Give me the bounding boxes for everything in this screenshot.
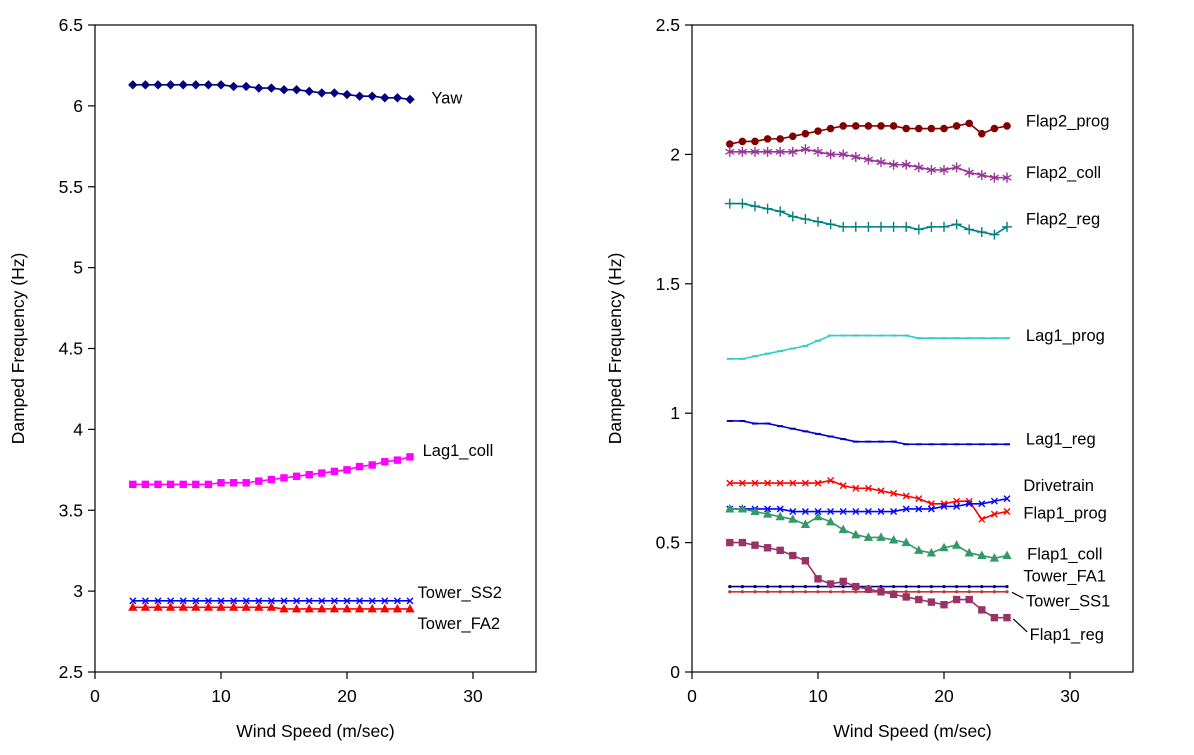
y-tick-label: 0.5 xyxy=(656,533,680,553)
y-tick-label: 0 xyxy=(670,662,680,682)
y-tick-label: 5.5 xyxy=(59,177,83,197)
y-tick-label: 1 xyxy=(670,403,680,423)
x-axis-title: Wind Speed (m/sec) xyxy=(833,721,992,741)
series-label-Drivetrain: Drivetrain xyxy=(1023,477,1094,495)
series-label-Tower_SS1: Tower_SS1 xyxy=(1026,592,1110,610)
series-label-Tower_SS2: Tower_SS2 xyxy=(418,584,502,602)
series-line-Flap1_reg xyxy=(729,541,1007,619)
x-tick-label: 10 xyxy=(211,686,231,706)
series-label-Flap2_prog: Flap2_prog xyxy=(1026,112,1109,130)
y-tick-label: 6 xyxy=(73,96,83,116)
y-tick-label: 4.5 xyxy=(59,339,83,359)
series-Tower_SS2: Tower_SS2 xyxy=(129,584,502,605)
right-chart-svg: 0 10 20 30 0 0.5 1 1.5 2 2.5 Wind Speed (m/sec) Dam… xyxy=(605,15,1134,741)
series-Tower_FA2: Tower_FA2 xyxy=(128,602,501,633)
series-label-Flap2_reg: Flap2_reg xyxy=(1026,211,1100,229)
y-axis-title: Damped Frequency (Hz) xyxy=(605,253,625,445)
y-tick-label: 6.5 xyxy=(59,15,83,35)
y-axis: 0 0.5 1 1.5 2 2.5 xyxy=(656,15,692,682)
series-label-Flap2_coll: Flap2_coll xyxy=(1026,164,1101,182)
y-tick-label: 3 xyxy=(73,581,83,601)
series-Tower_SS1: Tower_SS1 xyxy=(728,590,1110,610)
series-Lag1_coll: Lag1_coll xyxy=(129,442,494,489)
x-tick-label: 20 xyxy=(337,686,357,706)
series-label-Lag1_prog: Lag1_prog xyxy=(1026,327,1105,345)
series-line-Drivetrain xyxy=(729,479,1008,521)
y-tick-label: 4 xyxy=(73,419,83,439)
y-tick-label: 2.5 xyxy=(59,662,83,682)
right-chart: 0 10 20 30 0 0.5 1 1.5 2 2.5 Wind Speed (m/sec) Dam… xyxy=(597,0,1194,750)
series-label-leader-Tower_SS1 xyxy=(1011,591,1024,599)
series-label-leader-Flap1_reg xyxy=(1012,618,1028,633)
y-tick-label: 3.5 xyxy=(59,500,83,520)
series-Lag1_prog: Lag1_prog xyxy=(726,327,1105,360)
series-Flap2_coll: Flap2_coll xyxy=(725,144,1101,183)
y-axis-title: Damped Frequency (Hz) xyxy=(8,253,28,445)
left-chart: 0 10 20 30 2.5 3 3.5 4 4.5 5 5.5 6 6.5 Wind Speed (m/… xyxy=(0,0,597,750)
x-tick-label: 20 xyxy=(934,686,954,706)
y-axis: 2.5 3 3.5 4 4.5 5 5.5 6 6.5 xyxy=(59,15,95,682)
left-chart-svg: 0 10 20 30 2.5 3 3.5 4 4.5 5 5.5 6 6.5 Wind Speed (m/… xyxy=(8,15,537,741)
series-Flap1_reg: Flap1_reg xyxy=(726,538,1104,644)
x-tick-label: 10 xyxy=(808,686,828,706)
y-tick-label: 2.5 xyxy=(656,15,680,35)
y-tick-label: 2 xyxy=(670,144,680,164)
series-Yaw: Yaw xyxy=(128,80,462,107)
series-label-Flap1_reg: Flap1_reg xyxy=(1030,626,1104,644)
plot-area-border xyxy=(94,24,537,673)
series-label-Flap1_coll: Flap1_coll xyxy=(1027,546,1102,564)
x-axis: 0 10 20 30 xyxy=(687,672,1080,706)
x-tick-label: 0 xyxy=(687,686,697,706)
series-Drivetrain: Drivetrain xyxy=(726,476,1094,523)
series-Lag1_reg: Lag1_reg xyxy=(726,419,1096,449)
x-tick-label: 30 xyxy=(463,686,483,706)
series-Flap2_prog: Flap2_prog xyxy=(726,112,1109,148)
series-label-Tower_FA2: Tower_FA2 xyxy=(418,615,501,633)
x-axis-title: Wind Speed (m/sec) xyxy=(236,721,395,741)
series-Flap2_reg: Flap2_reg xyxy=(724,198,1100,240)
series-label-Lag1_reg: Lag1_reg xyxy=(1026,431,1096,449)
series-Tower_FA1: Tower_FA1 xyxy=(728,568,1106,589)
series-label-Tower_FA1: Tower_FA1 xyxy=(1023,568,1106,586)
y-tick-label: 5 xyxy=(73,258,83,278)
x-tick-label: 30 xyxy=(1060,686,1080,706)
series-label-Flap1_prog: Flap1_prog xyxy=(1023,504,1106,522)
plot-area-border xyxy=(691,24,1134,673)
y-tick-label: 1.5 xyxy=(656,274,680,294)
series-Flap1_coll: Flap1_coll xyxy=(725,503,1102,564)
series-label-Lag1_coll: Lag1_coll xyxy=(423,442,494,460)
series-label-Yaw: Yaw xyxy=(431,89,462,107)
series-line-Lag1_prog xyxy=(729,334,1007,360)
x-tick-label: 0 xyxy=(90,686,100,706)
x-axis: 0 10 20 30 xyxy=(90,672,483,706)
